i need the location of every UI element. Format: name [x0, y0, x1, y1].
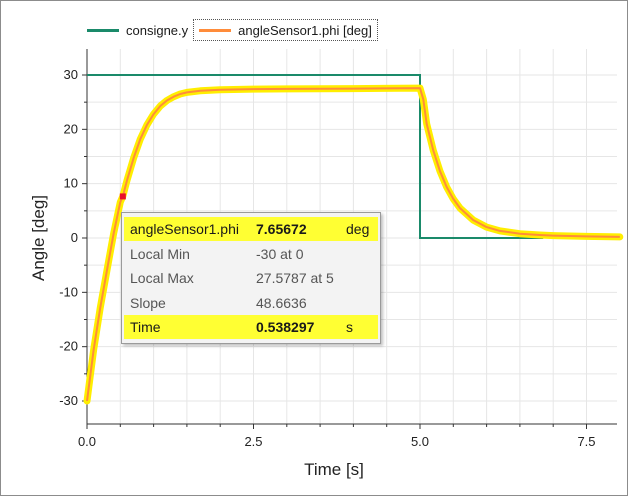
legend: consigne.y angleSensor1.phi [deg] [82, 19, 378, 41]
y-tick-label: 20 [64, 121, 78, 136]
tooltip-label: Time [130, 319, 161, 335]
data-point-marker [119, 193, 126, 200]
legend-label: consigne.y [126, 22, 189, 38]
tooltip-row: angleSensor1.phi 7.65672 deg [124, 217, 378, 241]
x-tick-label: 2.5 [244, 434, 262, 449]
series-line-consigne [87, 74, 544, 239]
legend-label: angleSensor1.phi [deg] [238, 22, 372, 38]
legend-swatch [87, 28, 119, 32]
y-tick-label: 0 [71, 230, 78, 245]
y-tick-label: -10 [59, 284, 78, 299]
tooltip-unit: s [346, 319, 353, 335]
y-axis-title: Angle [deg] [29, 195, 48, 281]
y-tick-label: -30 [59, 393, 78, 408]
tooltip-label: Slope [130, 294, 166, 311]
tooltip-label: Local Min [130, 245, 190, 262]
tooltip-row: Time 0.538297 s [124, 315, 378, 339]
x-tick-label: 7.5 [577, 434, 595, 449]
y-tick-label: 10 [64, 176, 78, 191]
tooltip-value: 48.6636 [256, 294, 307, 311]
tooltip-row: Local Min -30 at 0 [124, 242, 378, 266]
tooltip-row: Local Max 27.5787 at 5 [124, 266, 378, 290]
data-tooltip: angleSensor1.phi 7.65672 deg Local Min -30 a… [121, 212, 381, 344]
legend-entry[interactable]: consigne.y [82, 20, 193, 40]
tooltip-unit: deg [346, 221, 370, 237]
x-tick-label: 5.0 [411, 434, 429, 449]
legend-swatch [199, 28, 232, 32]
tooltip-label: Local Max [130, 270, 194, 286]
tooltip-value: 7.65672 [256, 221, 307, 237]
y-tick-label: 30 [64, 67, 78, 82]
x-tick-label: 0.0 [78, 434, 96, 449]
tooltip-label: angleSensor1.phi [130, 221, 239, 237]
tooltip-value: 27.5787 at 5 [256, 270, 334, 286]
tooltip-row: Slope 48.6636 [124, 291, 378, 315]
tooltip-value: 0.538297 [256, 319, 315, 335]
tooltip-value: -30 at 0 [256, 245, 304, 262]
x-axis-title: Time [s] [304, 460, 364, 479]
y-tick-label: -20 [59, 339, 78, 354]
legend-entry[interactable]: angleSensor1.phi [deg] [193, 19, 378, 41]
